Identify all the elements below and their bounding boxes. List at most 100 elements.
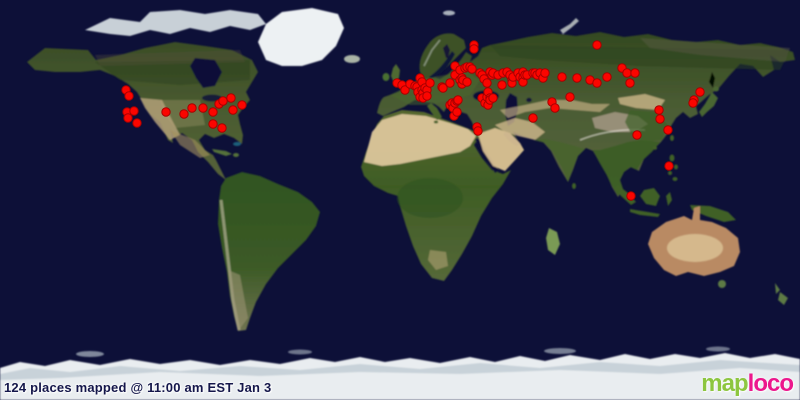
visitor-dot	[592, 40, 602, 50]
visitor-dot	[528, 113, 538, 123]
ireland	[382, 73, 390, 81]
visitor-dot	[655, 114, 665, 124]
madagascar	[546, 228, 560, 255]
scandinavia	[419, 33, 466, 78]
visitor-dot	[123, 113, 133, 123]
visitor-dot	[626, 191, 636, 201]
india-green	[533, 139, 585, 182]
visitor-dot	[161, 107, 171, 117]
visitor-dot	[129, 106, 139, 116]
gobi-desert	[618, 94, 665, 110]
visitor-dot	[217, 123, 227, 133]
visitor-dot	[445, 78, 455, 88]
new-guinea	[690, 205, 736, 222]
antarctica	[0, 346, 800, 400]
visitor-dot	[228, 105, 238, 115]
norway-ridge	[423, 39, 441, 67]
chukotka-tundra	[640, 38, 790, 62]
hainan	[653, 146, 657, 150]
sri-lanka	[572, 183, 576, 189]
sakhalin	[709, 72, 715, 88]
tasmania	[718, 280, 726, 288]
visitor-dot	[630, 68, 640, 78]
sulawesi	[666, 192, 672, 206]
logo-map: map	[701, 370, 748, 397]
maploco-logo[interactable]: maploco	[701, 370, 794, 398]
britain	[391, 64, 400, 83]
visitor-dot	[438, 83, 448, 93]
greenland	[258, 8, 344, 66]
visitor-dot	[622, 68, 632, 78]
visitor-dot	[124, 91, 134, 101]
visitor-dot	[565, 92, 575, 102]
visitor-dot	[625, 78, 635, 88]
arabia-desert	[478, 128, 524, 171]
italy	[427, 103, 442, 120]
patagonia	[228, 270, 248, 331]
new-zealand	[775, 283, 788, 305]
baltic-sea	[429, 51, 455, 79]
visitor-dot	[663, 125, 673, 135]
hudson-bay	[190, 58, 222, 88]
philippines	[668, 154, 678, 181]
visitor-dot	[462, 77, 472, 87]
gulf-of-bothnia	[443, 44, 450, 58]
kalahari	[428, 250, 448, 270]
visitor-dot	[132, 118, 142, 128]
iceland	[344, 55, 360, 63]
visitor-dot	[540, 68, 550, 78]
congo-forest	[397, 178, 463, 218]
visitor-dot	[422, 91, 432, 101]
hokkaido	[713, 86, 719, 92]
java	[630, 209, 660, 217]
visitor-dot	[187, 103, 197, 113]
visitor-dot	[467, 64, 477, 74]
us-west-desert	[140, 98, 180, 140]
aral-sea	[526, 97, 532, 103]
sahara	[364, 114, 476, 166]
kazakh-steppe	[500, 100, 610, 118]
visitor-dot	[452, 107, 462, 117]
visitor-dot	[550, 103, 560, 113]
hispaniola	[233, 153, 239, 157]
visitor-dot	[557, 72, 567, 82]
visitor-dot	[592, 78, 602, 88]
visitor-dot	[632, 130, 642, 140]
arctic-islands	[85, 10, 266, 36]
visitor-dots-layer	[121, 40, 705, 201]
taiwan	[670, 135, 674, 141]
japan	[699, 92, 718, 117]
cuba	[212, 149, 232, 156]
borneo	[640, 188, 660, 206]
outback	[667, 234, 723, 262]
visitor-dot	[425, 78, 435, 88]
visitor-dot	[179, 109, 189, 119]
visitor-dot	[695, 87, 705, 97]
visitor-dot	[654, 105, 664, 115]
caption: 124 places mapped @ 11:00 am EST Jan 3	[4, 380, 272, 395]
visitor-dot	[453, 95, 463, 105]
visitor-dot	[469, 44, 479, 54]
iran-desert	[495, 118, 545, 140]
novaya-zemlya	[560, 18, 579, 34]
visitor-dot	[208, 119, 218, 129]
visitor-dot	[664, 161, 674, 171]
sicily	[433, 120, 439, 124]
visitor-dot	[572, 73, 582, 83]
visitor-dot	[688, 98, 698, 108]
visitor-dot	[400, 85, 410, 95]
visitor-dot	[482, 78, 492, 88]
visitor-dot	[602, 72, 612, 82]
visitor-dot	[488, 93, 498, 103]
se-asia-green	[593, 140, 660, 196]
visitor-dot	[473, 126, 483, 136]
svalbard	[443, 10, 455, 16]
visitor-dot	[218, 96, 228, 106]
visitor-dot	[497, 80, 507, 90]
visitor-dot	[208, 107, 218, 117]
visitor-dot	[226, 93, 236, 103]
bahamas-bank	[233, 142, 241, 146]
logo-loco: loco	[747, 370, 794, 397]
